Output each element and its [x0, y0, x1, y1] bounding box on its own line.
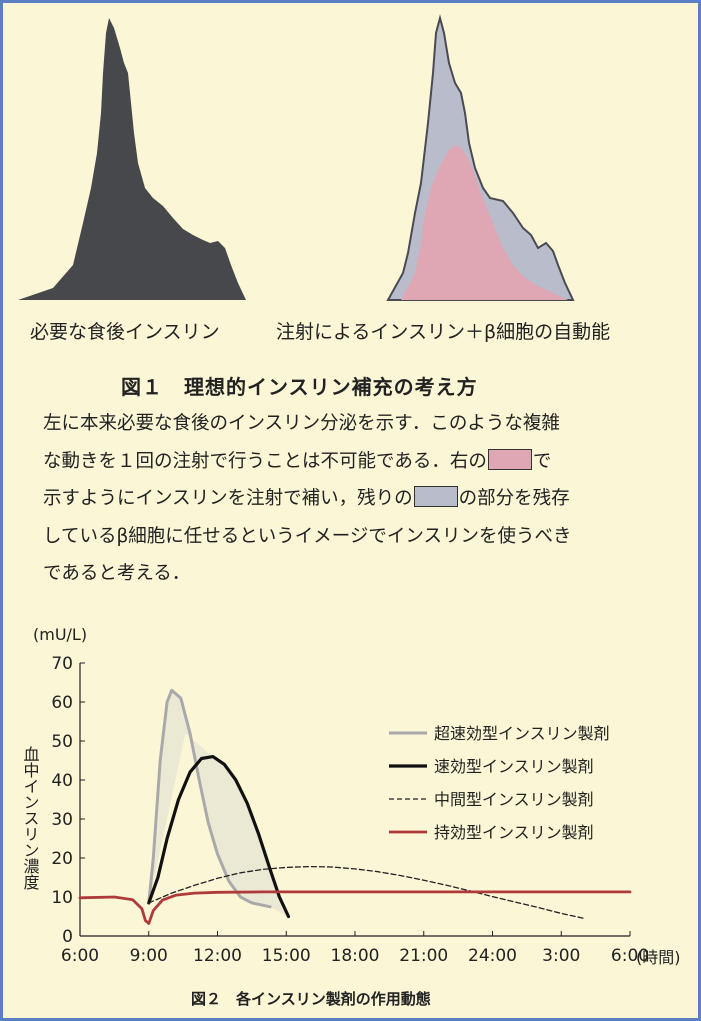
y-axis-title: 血中インスリン濃度	[21, 746, 40, 890]
legend-label: 持効型インスリン製剤	[434, 823, 594, 842]
x-tick-label: 24:00	[468, 946, 517, 966]
description-line: 示すようにインスリンを注射で補い，残りの の部分を残存	[43, 480, 683, 518]
y-tick-label: 30	[51, 810, 73, 830]
left-peak-label: 必要な食後インスリン	[30, 321, 220, 343]
description-text: の部分を残存	[458, 488, 570, 509]
x-tick-label: 9:00	[130, 946, 168, 966]
pink-swatch	[487, 448, 532, 470]
legend-label: 超速効型インスリン製剤	[434, 724, 610, 743]
series-line	[147, 688, 272, 909]
series-line	[148, 865, 585, 920]
x-tick-label: 15:00	[262, 946, 311, 966]
description-text: な動きを１回の注射で行うことは不可能である．右の	[43, 450, 487, 472]
legend-label: 速効型インスリン製剤	[434, 757, 594, 776]
description-line: 左に本来必要な食後のインスリン分泌を示す．このような複雑	[43, 413, 560, 434]
y-tick-label: 60	[51, 693, 73, 713]
y-tick-label: 40	[51, 771, 73, 791]
gray-swatch	[413, 486, 458, 507]
description-line: な動きを１回の注射で行うことは不可能である．右の で	[43, 443, 683, 481]
right-peak-injection-shape	[401, 145, 568, 300]
x-tick-label: 6:00	[61, 946, 99, 966]
y-tick-label: 10	[51, 888, 73, 908]
left-peak-shape	[18, 18, 246, 300]
figure2-caption: 図２ 各インスリン製剤の作用動態	[191, 990, 431, 1008]
figure1-description: 左に本来必要な食後のインスリン分泌を示す．このような複雑 な動きを１回の注射で行…	[43, 405, 683, 593]
x-tick-label: 12:00	[193, 946, 242, 966]
series-line	[78, 890, 632, 925]
y-tick-label: 20	[51, 849, 73, 869]
description-line: しているβ細胞に任せるというイメージでインスリンを使うべき	[43, 525, 572, 547]
x-tick-label: 3:00	[542, 946, 580, 966]
figure1-title: 図１ 理想的インスリン補充の考え方	[121, 375, 478, 399]
description-line: であると考える．	[43, 563, 191, 584]
figure1-peaks	[18, 14, 575, 301]
series-line	[147, 755, 291, 919]
insulin-action-chart: (mU/L) 血中インスリン濃度 0 10 20 30 40 50 60 70 6:00 9:00…	[21, 625, 681, 967]
description-text: で	[532, 450, 552, 472]
shaded-area	[148, 690, 289, 917]
y-tick-label: 0	[62, 927, 73, 947]
y-tick-label: 50	[51, 732, 73, 752]
x-tick-label: 6:00	[611, 946, 649, 966]
legend-label: 中間型インスリン製剤	[434, 790, 594, 809]
y-tick-label: 70	[51, 654, 73, 674]
description-text: 示すようにインスリンを注射で補い，残りの	[43, 488, 413, 509]
right-peak-label: 注射によるインスリン＋β細胞の自動能	[276, 321, 611, 343]
y-unit-label: (mU/L)	[33, 625, 87, 644]
x-tick-label: 18:00	[331, 946, 380, 966]
x-tick-label: 21:00	[399, 946, 448, 966]
x-unit-label: (時間)	[636, 948, 681, 967]
page-frame: 必要な食後インスリン 注射によるインスリン＋β細胞の自動能 図１ 理想的インスリ…	[3, 3, 698, 1018]
